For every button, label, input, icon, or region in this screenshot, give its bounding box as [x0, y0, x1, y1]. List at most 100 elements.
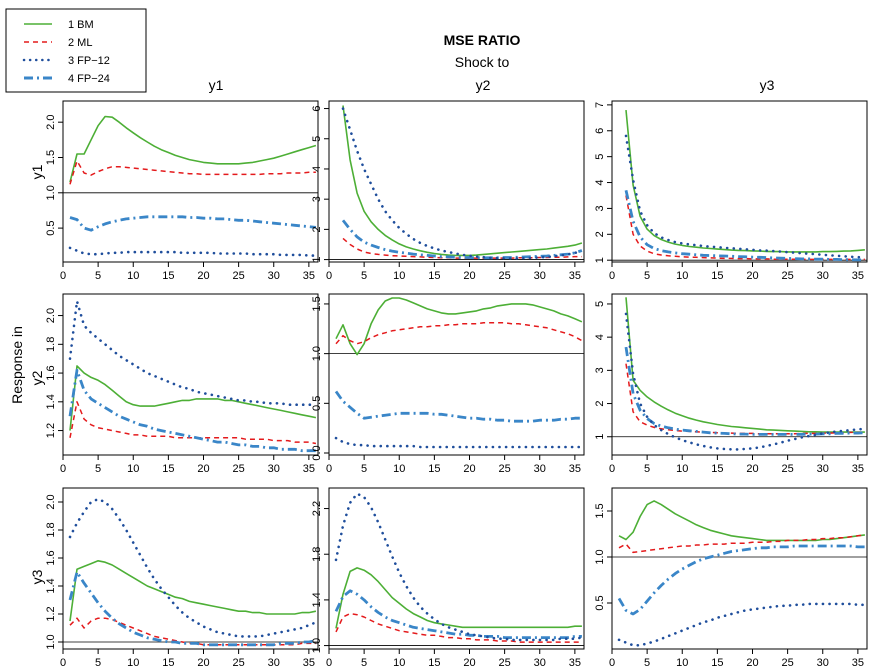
panel-y1-y3-series-fp12 — [624, 134, 867, 259]
panel-y3-y2-ytick-label: 1.4 — [311, 592, 323, 607]
panel-y1-y1-series-fp12 — [68, 246, 318, 257]
panel-y3-y3-xtick-label: 0 — [609, 657, 615, 669]
panel-y3-y2-xtick-label: 0 — [326, 657, 332, 669]
panel-y2-y3-xtick-label: 35 — [852, 463, 864, 475]
panel-y1-y2-series-fp24 — [341, 219, 583, 260]
panel-y3-y3-xtick-label: 10 — [676, 657, 688, 669]
panel-y1-y3-ytick-label: 6 — [594, 128, 606, 134]
legend-label-fp12: 3 FP−12 — [68, 55, 110, 67]
panel-y2-y2-xtick-label: 10 — [393, 463, 405, 475]
panel-y2-y1-series-ml — [69, 401, 317, 445]
figure-subtitle: Shock to — [455, 54, 510, 70]
panel-y2-y1-ytick-label: 1.8 — [45, 337, 57, 352]
panel-y1-y2-xtick-label: 35 — [569, 270, 581, 282]
panel-y1-y1-xtick-label: 15 — [162, 270, 174, 282]
panel-y3-y2-series-bm — [335, 567, 582, 629]
panel-y1-y3-ytick-label: 3 — [594, 205, 606, 211]
panel-y2-y2-series-bm — [335, 297, 583, 356]
panel-y1-y2: 0 5 10 15 20 25 30 35 1 2 3 4 5 6 — [311, 100, 585, 282]
panel-y1-y1-xtick-label: 5 — [95, 270, 101, 282]
panel-y2-y1-xtick-label: 30 — [268, 463, 280, 475]
panel-y1-y1-series-ml — [69, 160, 316, 185]
panel-y3-y2-series-fp24 — [334, 589, 582, 639]
panel-y2-y2-xtick-label: 5 — [361, 463, 367, 475]
panel-y2-y3-xtick-label: 10 — [676, 463, 688, 475]
panel-y3-y2-ytick-label: 2.2 — [311, 501, 323, 516]
panel-y1-y2-ytick-label: 2 — [311, 226, 323, 232]
row-label-y2: y2 — [29, 370, 45, 385]
panel-y2-y1-ytick-label: 1.6 — [45, 365, 57, 380]
panel-y1-y1-frame — [62, 100, 319, 263]
figure-title: MSE RATIO — [444, 32, 521, 48]
panel-y3-y1-ytick-label: 1.2 — [45, 606, 57, 621]
panel-y1-y3-xtick-label: 0 — [609, 270, 615, 282]
panel-y1-y1-ytick-label: 0.5 — [45, 220, 57, 235]
panel-y1-y1-xtick-label: 25 — [232, 270, 244, 282]
panel-y1-y2-ytick-label: 6 — [311, 105, 323, 111]
panel-y3-y1-frame — [62, 487, 319, 650]
panel-y1-y3-ytick-label: 2 — [594, 231, 606, 237]
panel-y2-y3-series-bm — [625, 297, 865, 433]
panel-y1-y3-xtick-label: 5 — [644, 270, 650, 282]
panel-y3-y3-frame — [611, 487, 868, 650]
panel-y3-y3-xtick-label: 5 — [644, 657, 650, 669]
panel-y1-y3-xtick-label: 20 — [746, 270, 758, 282]
panel-y2-y2: 0 5 10 15 20 25 30 35 0.0 0.5 1.0 1.5 — [311, 293, 585, 475]
panel-y2-y1-ytick-label: 1.2 — [45, 423, 57, 438]
panel-y1-y2-xtick-label: 30 — [534, 270, 546, 282]
panel-y2-y1-xtick-label: 15 — [162, 463, 174, 475]
panel-y3-y3-series-bm — [618, 500, 866, 542]
panel-y3-y2-xtick-label: 35 — [569, 657, 581, 669]
panel-y2-y1-xtick-label: 20 — [197, 463, 209, 475]
panel-y3-y2-xtick-label: 20 — [463, 657, 475, 669]
panel-y1-y2-ytick-label: 3 — [311, 196, 323, 202]
panel-y2-y3-xtick-label: 15 — [711, 463, 723, 475]
panel-y1-y1-ytick-label: 1.5 — [45, 150, 57, 165]
panel-y1-y3-xtick-label: 15 — [711, 270, 723, 282]
panel-y1-y3-ytick-label: 5 — [594, 154, 606, 160]
panel-y3-y1-xtick-label: 0 — [60, 657, 66, 669]
panel-y1-y1-series-fp24 — [69, 215, 317, 232]
panel-y2-y2-xtick-label: 30 — [534, 463, 546, 475]
panel-y3-y3-ytick-label: 1.0 — [594, 549, 606, 564]
panel-y2-y2-frame — [328, 293, 585, 456]
panel-y2-y1-xtick-label: 0 — [60, 463, 66, 475]
panel-y1-y1-xtick-label: 30 — [268, 270, 280, 282]
panel-y2-y2-xtick-label: 0 — [326, 463, 332, 475]
panel-y3-y1-ytick-label: 1.4 — [45, 578, 57, 593]
legend: 1 BM 2 ML 3 FP−12 4 FP−24 — [5, 8, 147, 93]
panel-y3-y1-xtick-label: 15 — [162, 657, 174, 669]
panel-y2-y3: 0 5 10 15 20 25 30 35 1 2 3 4 5 — [594, 293, 868, 475]
panel-y2-y3-xtick-label: 30 — [817, 463, 829, 475]
panel-y2-y3-xtick-label: 20 — [746, 463, 758, 475]
panel-y3-y1-series-fp24 — [68, 570, 317, 647]
panel-y1-y1-xtick-label: 0 — [60, 270, 66, 282]
panel-y1-y3-ytick-label: 1 — [594, 257, 606, 263]
panels-grid: 0 5 10 15 20 25 30 350.51.01.52.00 5 10 15 20 25 30 35… — [45, 100, 868, 669]
column-label-y1: y1 — [209, 77, 224, 93]
panel-y1-y2-ytick-label: 4 — [311, 166, 323, 172]
panel-y3-y1-xtick-label: 10 — [127, 657, 139, 669]
column-label-y2: y2 — [476, 77, 491, 93]
panel-y2-y3-frame — [611, 293, 868, 456]
panel-y1-y1-series-bm — [69, 115, 317, 183]
panel-y3-y1-series-fp12 — [68, 497, 318, 638]
panel-y2-y1-series-fp24 — [68, 368, 316, 453]
panel-y1-y2-ytick-label: 5 — [311, 136, 323, 142]
panel-y3-y1-xtick-label: 5 — [95, 657, 101, 669]
panel-y1-y2-xtick-label: 10 — [393, 270, 405, 282]
panel-y2-y1-series-fp12 — [68, 299, 318, 406]
panel-y2-y3-series-fp24 — [624, 346, 865, 436]
panel-y1-y1-ytick-label: 1.0 — [45, 185, 57, 200]
panel-y3-y2-xtick-label: 25 — [498, 657, 510, 669]
panel-y3-y3-series-ml — [618, 534, 865, 554]
panel-y3-y1-series-ml — [69, 617, 316, 646]
panel-y2-y3-ytick-label: 3 — [594, 367, 606, 373]
panel-y1-y2-xtick-label: 25 — [498, 270, 510, 282]
panel-y1-y2-xtick-label: 15 — [428, 270, 440, 282]
panel-y1-y1-ytick-label: 2.0 — [45, 115, 57, 130]
panel-y1-y3-xtick-label: 35 — [852, 270, 864, 282]
panel-y1-y3-xtick-label: 30 — [817, 270, 829, 282]
row-label-y3: y3 — [29, 569, 45, 584]
panel-y3-y2-xtick-label: 10 — [393, 657, 405, 669]
